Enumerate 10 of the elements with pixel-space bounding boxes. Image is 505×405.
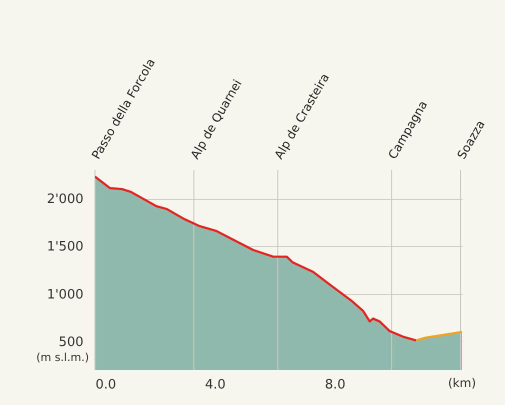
y-tick-label: 2'000 — [46, 192, 84, 208]
x-tick-label: 0.0 — [96, 378, 116, 392]
y-tick-label: 1'500 — [46, 240, 84, 255]
y-tick-label: 500 — [58, 334, 84, 350]
line-series — [95, 176, 418, 342]
y-axis-title: (m s.l.m.) — [36, 351, 89, 364]
x-tick-label: 4.0 — [204, 378, 226, 392]
x-tick-label: 8.0 — [324, 378, 346, 392]
x-axis-title: (km) — [448, 376, 476, 390]
y-tick-label: 1'000 — [46, 287, 84, 302]
